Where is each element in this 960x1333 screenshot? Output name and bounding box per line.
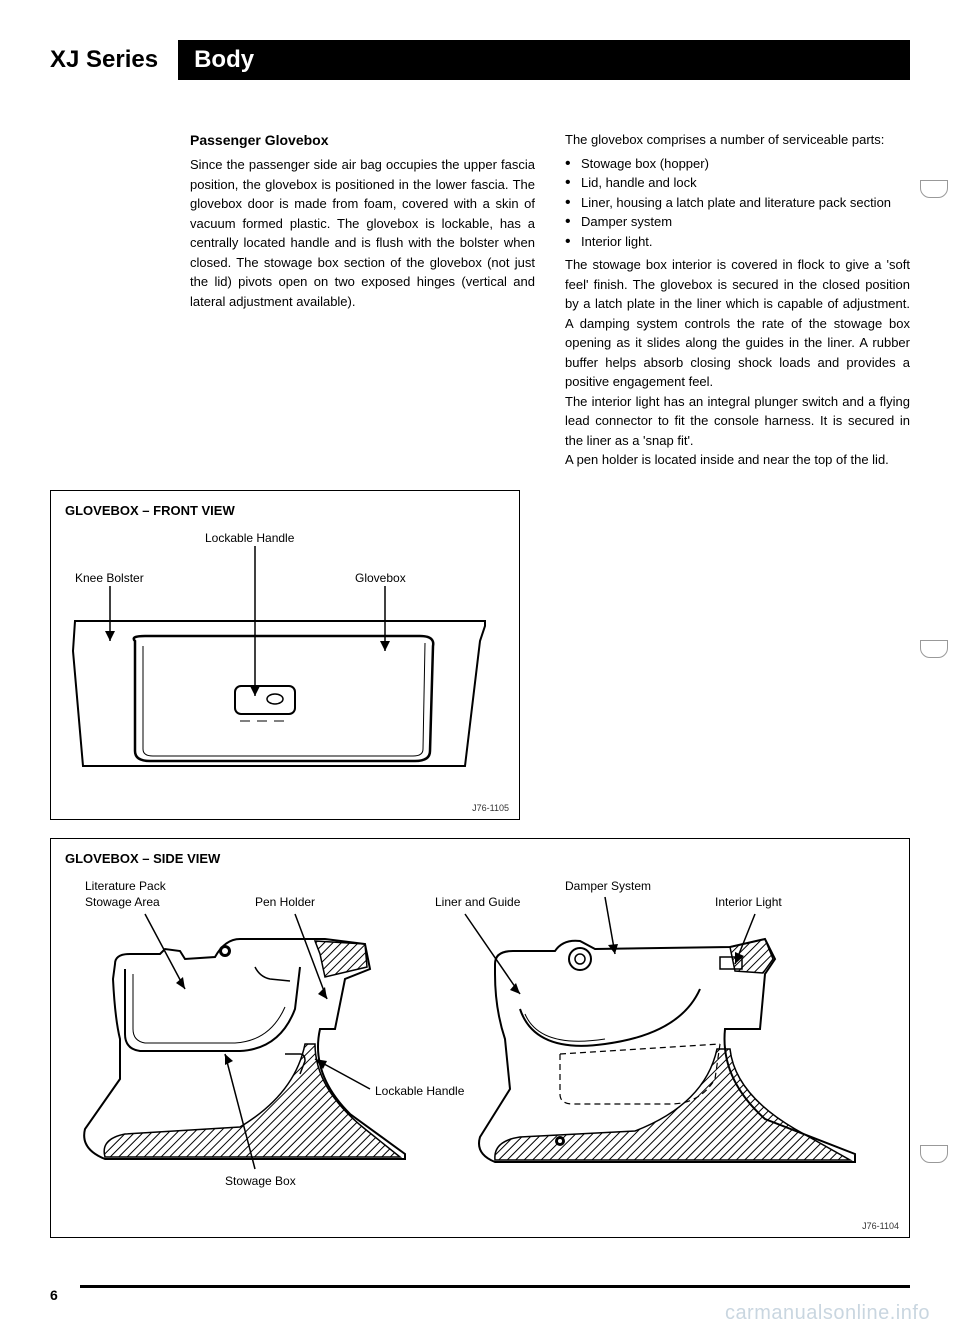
label-knee-bolster: Knee Bolster — [75, 571, 144, 585]
fig2-code: J76-1104 — [862, 1221, 899, 1231]
front-view-diagram — [65, 531, 505, 791]
label-lockable-handle2: Lockable Handle — [375, 1084, 464, 1098]
label-lit-pack: Literature Pack — [85, 879, 166, 893]
figure-side-view: GLOVEBOX – SIDE VIEW Literature Pack Sto… — [50, 838, 910, 1238]
page-number: 6 — [50, 1287, 58, 1303]
fig1-title: GLOVEBOX – FRONT VIEW — [65, 503, 505, 518]
label-liner-guide: Liner and Guide — [435, 895, 520, 909]
col2-rest2: The interior light has an integral plung… — [565, 392, 910, 451]
text-col-right: The glovebox comprises a number of servi… — [565, 130, 910, 470]
page-header: XJ Series Body — [50, 40, 910, 80]
list-item: Damper system — [565, 212, 910, 232]
series-title: XJ Series — [50, 46, 158, 74]
list-item: Interior light. — [565, 232, 910, 252]
col2-intro: The glovebox comprises a number of servi… — [565, 130, 910, 150]
glovebox-para: Since the passenger side air bag occupie… — [190, 155, 535, 311]
list-item: Lid, handle and lock — [565, 173, 910, 193]
watermark: carmanualsonline.info — [725, 1302, 930, 1325]
text-col-left: Passenger Glovebox Since the passenger s… — [190, 130, 535, 470]
label-interior-light: Interior Light — [715, 895, 782, 909]
footer-rule — [80, 1285, 910, 1288]
label-pen-holder: Pen Holder — [255, 895, 315, 909]
label-glovebox: Glovebox — [355, 571, 406, 585]
figure-front-view: GLOVEBOX – FRONT VIEW Lockable Handle Kn… — [50, 490, 520, 820]
label-stowage-box: Stowage Box — [225, 1174, 296, 1188]
label-stowage-area: Stowage Area — [85, 895, 160, 909]
label-lockable-handle: Lockable Handle — [205, 531, 294, 545]
list-item: Liner, housing a latch plate and literat… — [565, 193, 910, 213]
glovebox-heading: Passenger Glovebox — [190, 130, 535, 151]
side-view-diagram — [65, 879, 895, 1209]
fig1-code: J76-1105 — [472, 803, 509, 813]
thumb-notch-icon — [920, 1145, 948, 1163]
thumb-notch-icon — [920, 180, 948, 198]
thumb-notch-icon — [920, 640, 948, 658]
fig2-title: GLOVEBOX – SIDE VIEW — [65, 851, 895, 866]
col2-rest3: A pen holder is located inside and near … — [565, 450, 910, 470]
label-damper: Damper System — [565, 879, 651, 893]
parts-list: Stowage box (hopper) Lid, handle and loc… — [565, 154, 910, 252]
text-columns: Passenger Glovebox Since the passenger s… — [50, 130, 910, 470]
section-tag: Body — [178, 40, 910, 80]
col2-rest: The stowage box interior is covered in f… — [565, 255, 910, 392]
list-item: Stowage box (hopper) — [565, 154, 910, 174]
